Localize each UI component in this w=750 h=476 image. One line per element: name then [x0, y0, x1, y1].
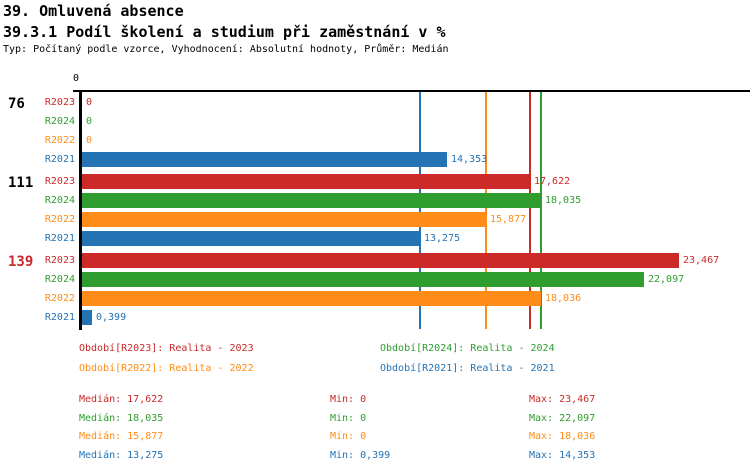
row-period-label: R2022 — [44, 135, 75, 146]
axis-line-horizontal — [73, 90, 750, 92]
bar-group-111: 111 R2023 17,622 R2024 18,035 R2022 15,877 … — [0, 172, 750, 248]
row-period-label: R2024 — [44, 274, 75, 285]
axis-line-vertical — [79, 90, 82, 330]
stat-min: Min: 0 — [330, 394, 367, 405]
chart-meta-line: Typ: Počítaný podle vzorce, Vyhodnocení:… — [3, 44, 449, 55]
bar — [82, 310, 92, 325]
row-period-label: R2023 — [44, 97, 75, 108]
stat-min: Min: 0,399 — [330, 450, 391, 461]
page-title: 39. Omluvená absence — [3, 2, 184, 20]
bar-value-label: 0 — [86, 97, 93, 108]
legend-item: Období[R2023]: Realita - 2023 — [79, 343, 254, 354]
bar-row: R2021 14,353 — [0, 150, 750, 169]
stat-max: Max: 14,353 — [529, 450, 596, 461]
legend-row: Období[R2023]: Realita - 2023 Období[R20… — [0, 343, 750, 357]
page-subtitle: 39.3.1 Podíl školení a studium při zaměs… — [3, 23, 446, 41]
legend-item: Období[R2021]: Realita - 2021 — [380, 363, 555, 374]
row-period-label: R2023 — [44, 255, 75, 266]
group-label: 111 — [8, 175, 34, 191]
bar — [82, 212, 486, 227]
bar — [82, 231, 420, 246]
stat-max: Max: 23,467 — [529, 394, 596, 405]
bar-value-label: 14,353 — [451, 154, 488, 165]
stat-min: Min: 0 — [330, 413, 367, 424]
bar-value-label: 0,399 — [96, 312, 127, 323]
median-line-r2021 — [419, 91, 421, 329]
bar-value-label: 22,097 — [648, 274, 685, 285]
stats-row: Medián: 17,622 Min: 0 Max: 23,467 — [0, 394, 750, 408]
bar-row: R2022 15,877 — [0, 210, 750, 229]
bar — [82, 272, 644, 287]
stat-median: Medián: 13,275 — [79, 450, 164, 461]
stats-row: Medián: 18,035 Min: 0 Max: 22,097 — [0, 413, 750, 427]
bar-value-label: 18,036 — [545, 293, 582, 304]
bar-row: R2022 0 — [0, 131, 750, 150]
bar-value-label: 13,275 — [424, 233, 461, 244]
axis-zero-tick-label: 0 — [72, 73, 80, 84]
bar-row: R2022 18,036 — [0, 289, 750, 308]
bar-row: R2023 17,622 — [0, 172, 750, 191]
row-period-label: R2022 — [44, 293, 75, 304]
bar-value-label: 18,035 — [545, 195, 582, 206]
bar — [82, 174, 530, 189]
bar — [82, 152, 447, 167]
group-label: 139 — [8, 254, 34, 270]
bar-row: R2024 22,097 — [0, 270, 750, 289]
legend-item: Období[R2024]: Realita - 2024 — [380, 343, 555, 354]
median-line-r2023 — [529, 91, 531, 329]
bar-row: R2021 0,399 — [0, 308, 750, 327]
bar-row: R2023 0 — [0, 93, 750, 112]
stat-median: Medián: 15,877 — [79, 431, 164, 442]
row-period-label: R2024 — [44, 195, 75, 206]
bar-value-label: 0 — [86, 135, 93, 146]
bar-value-label: 15,877 — [490, 214, 527, 225]
bar — [82, 253, 679, 268]
bar-row: R2024 18,035 — [0, 191, 750, 210]
stat-max: Max: 18,036 — [529, 431, 596, 442]
stats-row: Medián: 13,275 Min: 0,399 Max: 14,353 — [0, 450, 750, 464]
bar-value-label: 0 — [86, 116, 93, 127]
bar-value-label: 23,467 — [683, 255, 720, 266]
bar-group-139: 139 R2023 23,467 R2024 22,097 R2022 18,036 … — [0, 251, 750, 327]
row-period-label: R2024 — [44, 116, 75, 127]
row-period-label: R2022 — [44, 214, 75, 225]
legend-row: Období[R2022]: Realita - 2022 Období[R20… — [0, 363, 750, 377]
row-period-label: R2021 — [44, 233, 75, 244]
row-period-label: R2021 — [44, 312, 75, 323]
bar — [82, 291, 541, 306]
median-line-r2022 — [485, 91, 487, 329]
stat-max: Max: 22,097 — [529, 413, 596, 424]
median-line-r2024 — [540, 91, 542, 329]
row-period-label: R2021 — [44, 154, 75, 165]
legend-item: Období[R2022]: Realita - 2022 — [79, 363, 254, 374]
stat-min: Min: 0 — [330, 431, 367, 442]
bar-value-label: 17,622 — [534, 176, 571, 187]
bar — [82, 193, 541, 208]
stats-row: Medián: 15,877 Min: 0 Max: 18,036 — [0, 431, 750, 445]
bar-row: R2024 0 — [0, 112, 750, 131]
bar-row: R2023 23,467 — [0, 251, 750, 270]
group-label: 76 — [8, 96, 25, 112]
stat-median: Medián: 18,035 — [79, 413, 164, 424]
chart-header: 39. Omluvená absence 39.3.1 Podíl školen… — [3, 1, 449, 57]
bar-group-76: 76 R2023 0 R2024 0 R2022 0 R2021 14,353 — [0, 93, 750, 169]
row-period-label: R2023 — [44, 176, 75, 187]
bar-row: R2021 13,275 — [0, 229, 750, 248]
stat-median: Medián: 17,622 — [79, 394, 164, 405]
